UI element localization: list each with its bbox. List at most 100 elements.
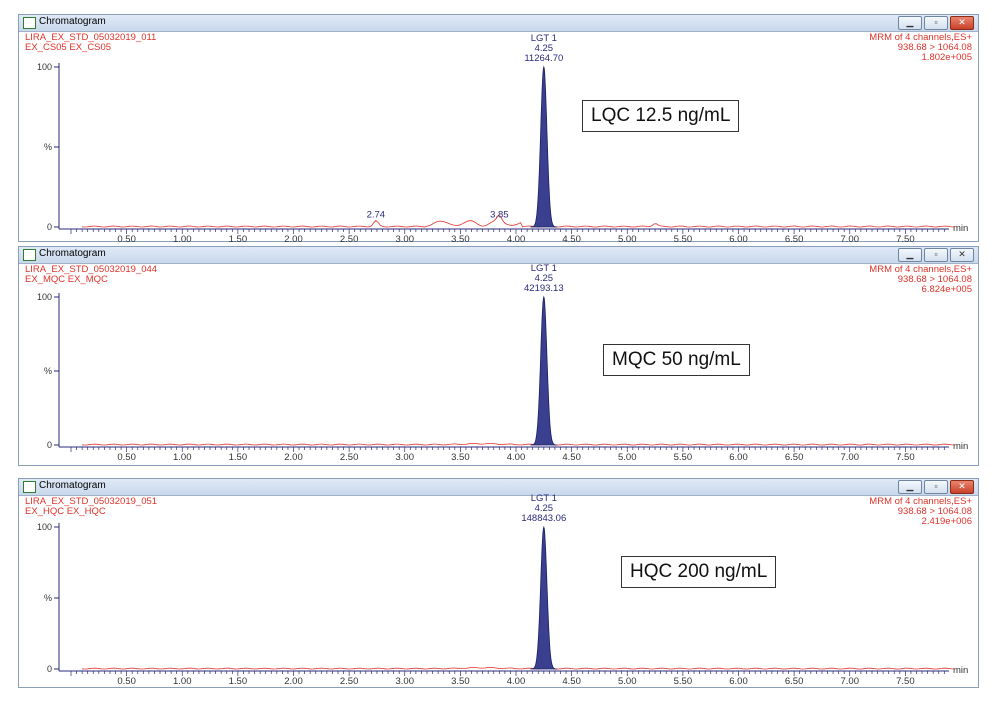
x-tick-label: 1.00	[173, 676, 192, 687]
transition: 938.68 > 1064.08	[897, 506, 972, 517]
x-tick-label: 6.00	[729, 234, 748, 243]
qc-label: LQC 12.5 ng/mL	[582, 100, 740, 132]
sample-header: LIRA_EX_STD_05032019_051 EX_HQC EX_HQC	[25, 497, 157, 517]
baseline-trace	[82, 442, 955, 446]
close-button[interactable]: ✕	[950, 16, 974, 30]
x-tick-label: 5.00	[618, 234, 637, 243]
chromatogram-window-1: Chromatogram ▁ ▫ ✕ LIRA_EX_STD_05032019_…	[18, 14, 979, 243]
x-tick-label: 7.50	[896, 452, 915, 463]
peak-rt-label: 4.25	[535, 503, 554, 514]
chromatogram-icon	[23, 249, 36, 261]
window-title: Chromatogram	[39, 16, 106, 27]
minimize-button[interactable]: ▁	[898, 480, 922, 494]
peak-name-label: LGT 1	[531, 33, 557, 44]
peak-name-label: LGT 1	[531, 493, 557, 504]
y-tick-label: 100	[37, 292, 52, 302]
chromatogram-icon	[23, 481, 36, 493]
intensity-max: 2.419e+006	[921, 516, 972, 527]
x-tick-label: 5.50	[674, 676, 693, 687]
channel-header: MRM of 4 channels,ES+ 938.68 > 1064.08 1…	[869, 33, 972, 63]
channel-info: MRM of 4 channels,ES+	[869, 32, 972, 43]
y-tick-label: 0	[47, 440, 52, 450]
sample-id: EX_CS05 EX_CS05	[25, 42, 112, 53]
x-tick-label: 6.00	[729, 676, 748, 687]
x-tick-label: 6.50	[785, 452, 804, 463]
channel-header: MRM of 4 channels,ES+ 938.68 > 1064.08 2…	[869, 497, 972, 527]
sample-header: LIRA_EX_STD_05032019_044 EX_MQC EX_MQC	[25, 265, 157, 285]
x-tick-label: 3.50	[451, 452, 470, 463]
x-tick-label: 5.50	[674, 234, 693, 243]
close-button[interactable]: ✕	[950, 248, 974, 262]
title-bar[interactable]: Chromatogram ▁ ▫ ✕	[19, 479, 978, 496]
x-tick-label: 4.00	[507, 452, 526, 463]
baseline-trace	[82, 215, 955, 228]
x-tick-label: 1.50	[229, 452, 248, 463]
y-tick-label: %	[44, 142, 52, 152]
x-tick-label: 4.00	[507, 676, 526, 687]
y-tick-label: 0	[47, 222, 52, 232]
qc-label: MQC 50 ng/mL	[603, 344, 750, 376]
baseline-trace	[82, 666, 955, 670]
y-tick-label: %	[44, 593, 52, 603]
intensity-max: 6.824e+005	[921, 284, 972, 295]
x-tick-label: 1.00	[173, 452, 192, 463]
qc-label: HQC 200 ng/mL	[621, 556, 777, 588]
x-tick-label: 3.00	[396, 234, 415, 243]
sample-name: LIRA_EX_STD_05032019_011	[25, 32, 157, 43]
x-tick-label: 7.00	[841, 452, 860, 463]
sample-header: LIRA_EX_STD_05032019_011 EX_CS05 EX_CS05	[25, 33, 156, 53]
minimize-button[interactable]: ▁	[898, 248, 922, 262]
window-title: Chromatogram	[39, 480, 106, 491]
channel-header: MRM of 4 channels,ES+ 938.68 > 1064.08 6…	[869, 265, 972, 295]
chromatogram-icon	[23, 17, 36, 29]
x-tick-label: 2.00	[284, 452, 303, 463]
title-bar[interactable]: Chromatogram ▁ ▫ ✕	[19, 247, 978, 264]
title-bar[interactable]: Chromatogram ▁ ▫ ✕	[19, 15, 978, 32]
sample-id: EX_HQC EX_HQC	[25, 506, 106, 517]
peak-rt-label: 4.25	[535, 43, 554, 54]
peak-area-label: 42193.13	[524, 283, 564, 294]
main-peak	[530, 525, 558, 670]
sample-id: EX_MQC EX_MQC	[25, 274, 108, 285]
x-tick-label: 4.00	[507, 234, 526, 243]
x-unit-label: min	[953, 665, 968, 676]
main-peak	[530, 65, 558, 228]
channel-info: MRM of 4 channels,ES+	[869, 496, 972, 507]
maximize-button[interactable]: ▫	[924, 16, 948, 30]
chromatogram-plot-2: 100% 0 0.50 1.00 1.50 2.00 2.50 3.00 3.50 4.00 4.5…	[37, 263, 968, 463]
maximize-button[interactable]: ▫	[924, 480, 948, 494]
x-tick-label: 1.50	[229, 676, 248, 687]
x-tick-label: 0.50	[117, 676, 136, 687]
x-tick-label: 2.50	[340, 452, 359, 463]
x-tick-label: 5.00	[618, 452, 637, 463]
x-tick-label: 5.00	[618, 676, 637, 687]
x-tick-label: 2.50	[340, 676, 359, 687]
minimize-button[interactable]: ▁	[898, 16, 922, 30]
peak-area-label: 148843.06	[521, 513, 566, 524]
peak-rt-label: 4.25	[535, 273, 554, 284]
sample-name: LIRA_EX_STD_05032019_051	[25, 496, 158, 507]
minor-peak-label: 3.85	[490, 209, 509, 220]
close-button[interactable]: ✕	[950, 480, 974, 494]
maximize-button[interactable]: ▫	[924, 248, 948, 262]
chromatogram-window-2: Chromatogram ▁ ▫ ✕ LIRA_EX_STD_05032019_…	[18, 246, 979, 466]
chromatogram-plot-3: 100% 0 0.50 1.00 1.50 2.00 2.50 3.00 3.50 4.00 4.5…	[37, 493, 968, 687]
x-tick-label: 7.00	[841, 234, 860, 243]
x-tick-label: 4.50	[562, 676, 581, 687]
x-tick-label: 5.50	[674, 452, 693, 463]
x-tick-label: 1.50	[229, 234, 248, 243]
transition: 938.68 > 1064.08	[897, 274, 972, 285]
x-tick-label: 0.50	[117, 234, 136, 243]
x-tick-label: 3.50	[451, 676, 470, 687]
sample-name: LIRA_EX_STD_05032019_044	[25, 264, 158, 275]
minor-peak-label: 2.74	[367, 209, 386, 220]
intensity-max: 1.802e+005	[921, 52, 972, 63]
x-tick-label: 3.00	[396, 452, 415, 463]
y-tick-label: 100	[37, 62, 52, 72]
y-tick-label: 100	[37, 522, 52, 532]
x-tick-label: 3.50	[451, 234, 470, 243]
peak-name-label: LGT 1	[531, 263, 557, 274]
x-tick-label: 1.00	[173, 234, 192, 243]
x-tick-label: 4.50	[562, 452, 581, 463]
y-tick-label: %	[44, 366, 52, 376]
